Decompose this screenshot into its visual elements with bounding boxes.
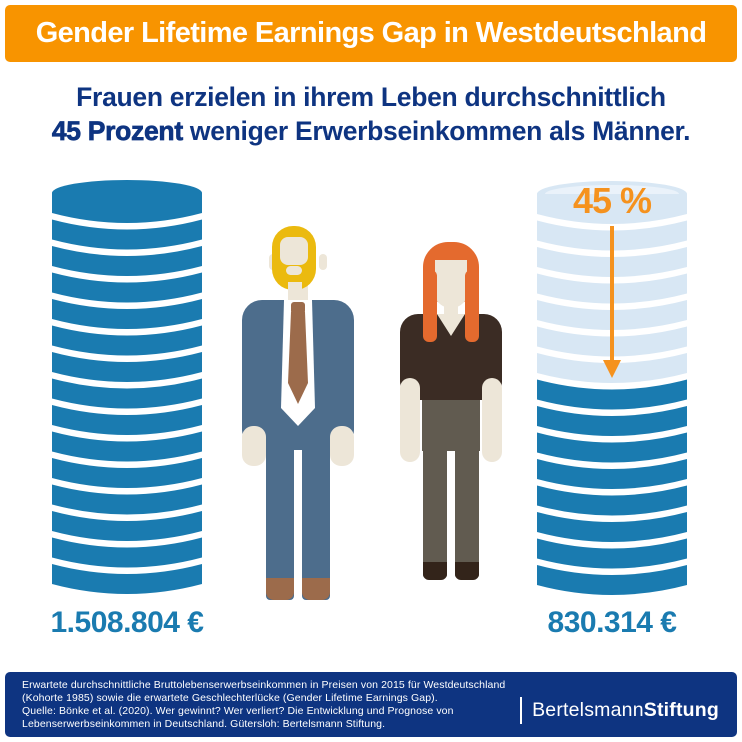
- women-earnings-value: 830.314 €: [547, 606, 677, 639]
- source-line: (Kohorte 1985) sowie die erwartete Gesch…: [22, 692, 438, 705]
- coin-stack-men: [52, 180, 202, 594]
- bertelsmann-stiftung-logo: BertelsmannStiftung: [520, 697, 719, 724]
- subtitle-line-1: Frauen erzielen in ihrem Leben durchschn…: [76, 82, 666, 112]
- source-line: Erwartete durchschnittliche Bruttolebens…: [22, 679, 506, 691]
- logo-text-bold: Stiftung: [643, 699, 719, 721]
- subtitle-percent: 45 Prozent: [51, 116, 183, 147]
- source-line: Lebenserwerbseinkommen in Deutschland. G…: [22, 718, 386, 731]
- male-figure-icon: [242, 226, 354, 600]
- subtitle: Frauen erzielen in ihrem Leben durchschn…: [0, 80, 742, 148]
- gap-arrow-icon: [603, 226, 621, 378]
- page-title: Gender Lifetime Earnings Gap in Westdeut…: [35, 17, 707, 49]
- logo-text-regular: Bertelsmann: [532, 699, 644, 721]
- female-figure-icon: [400, 242, 502, 580]
- footer-bar: Erwartete durchschnittliche Bruttolebens…: [5, 672, 737, 737]
- source-line: Quelle: Bönke et al. (2020). Wer gewinnt…: [22, 705, 454, 718]
- men-earnings-value: 1.508.804 €: [50, 606, 204, 639]
- source-note: Erwartete durchschnittliche Bruttolebens…: [22, 679, 505, 731]
- subtitle-line-2-rest: weniger Erwerbseinkommen als Männer.: [182, 116, 691, 146]
- logo-divider: [520, 697, 523, 724]
- subtitle-line-2: 45 Prozent weniger Erwerbseinkommen als …: [0, 114, 742, 148]
- header-bar: Gender Lifetime Earnings Gap in Westdeut…: [5, 5, 737, 62]
- gap-percent-label: 45 %: [572, 180, 652, 221]
